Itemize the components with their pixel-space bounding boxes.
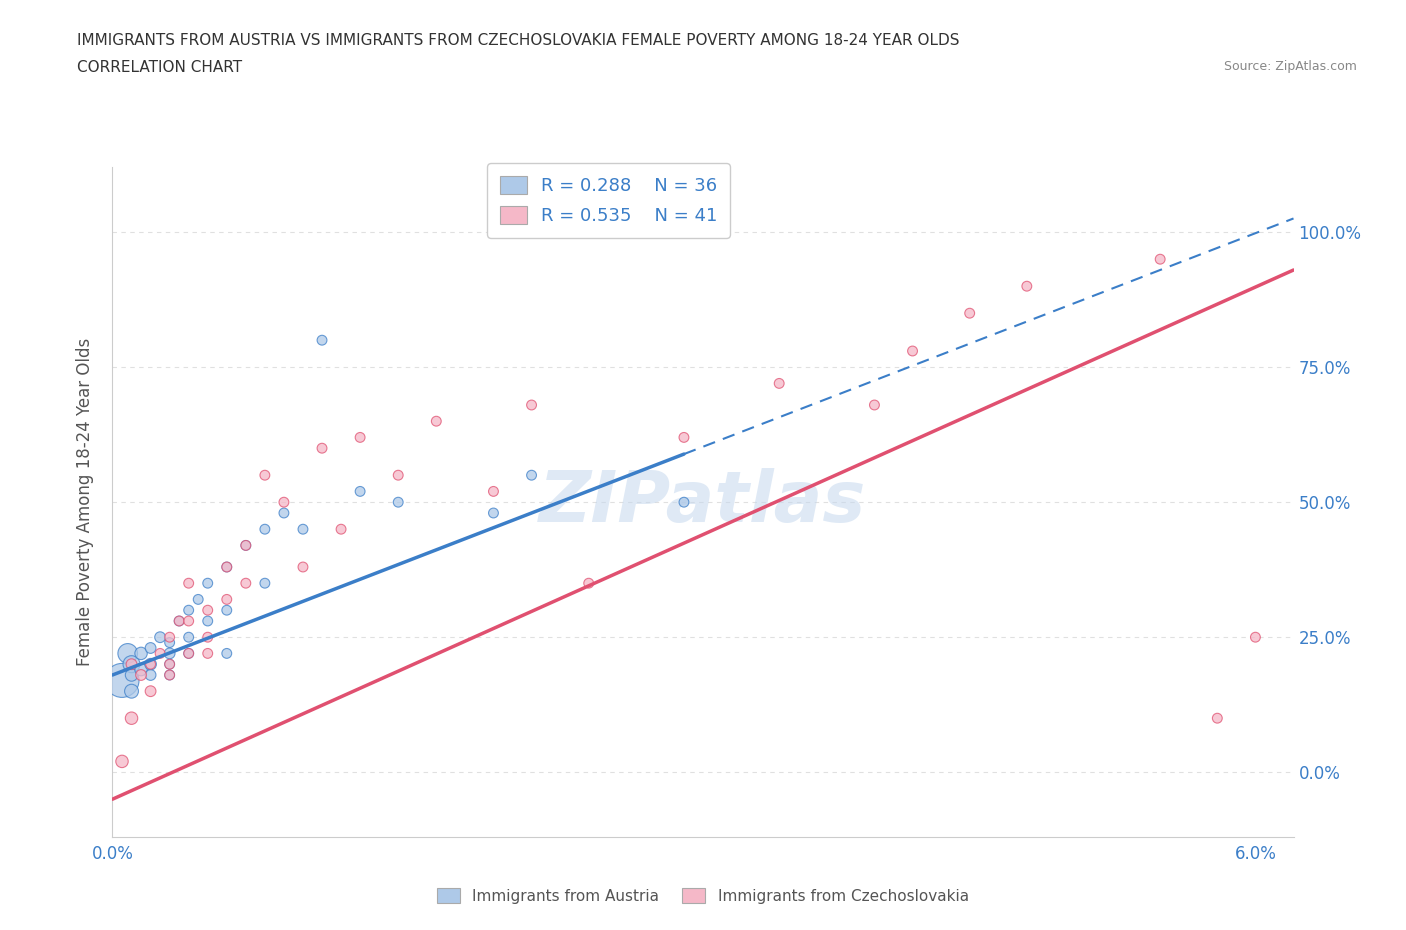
- Point: [111, 673, 134, 688]
- Point: [1015, 279, 1038, 294]
- Point: [149, 646, 172, 661]
- Point: [215, 603, 238, 618]
- Point: [121, 657, 143, 671]
- Point: [197, 630, 219, 644]
- Point: [121, 711, 143, 725]
- Point: [672, 495, 695, 510]
- Point: [187, 592, 209, 607]
- Point: [768, 376, 790, 391]
- Point: [578, 576, 600, 591]
- Point: [139, 668, 162, 683]
- Point: [197, 646, 219, 661]
- Point: [121, 668, 143, 683]
- Point: [197, 603, 219, 618]
- Point: [863, 397, 886, 412]
- Point: [121, 684, 143, 698]
- Point: [215, 560, 238, 575]
- Y-axis label: Female Poverty Among 18-24 Year Olds: Female Poverty Among 18-24 Year Olds: [76, 339, 94, 666]
- Point: [197, 614, 219, 629]
- Point: [235, 538, 257, 552]
- Point: [482, 506, 505, 521]
- Point: [672, 430, 695, 445]
- Point: [139, 641, 162, 656]
- Point: [291, 522, 314, 537]
- Legend: Immigrants from Austria, Immigrants from Czechoslovakia: Immigrants from Austria, Immigrants from…: [432, 882, 974, 910]
- Point: [349, 484, 371, 498]
- Point: [159, 657, 181, 671]
- Point: [330, 522, 353, 537]
- Point: [177, 576, 200, 591]
- Point: [311, 441, 333, 456]
- Point: [215, 560, 238, 575]
- Point: [520, 468, 543, 483]
- Point: [291, 560, 314, 575]
- Point: [129, 646, 152, 661]
- Point: [177, 603, 200, 618]
- Point: [177, 614, 200, 629]
- Point: [177, 646, 200, 661]
- Point: [273, 495, 295, 510]
- Point: [159, 657, 181, 671]
- Point: [253, 522, 276, 537]
- Point: [959, 306, 981, 321]
- Point: [311, 333, 333, 348]
- Point: [117, 646, 139, 661]
- Point: [111, 754, 134, 769]
- Point: [197, 576, 219, 591]
- Point: [387, 468, 409, 483]
- Text: ZIPatlas: ZIPatlas: [540, 468, 866, 537]
- Point: [177, 646, 200, 661]
- Point: [159, 646, 181, 661]
- Point: [215, 592, 238, 607]
- Point: [139, 657, 162, 671]
- Point: [253, 576, 276, 591]
- Point: [387, 495, 409, 510]
- Point: [159, 630, 181, 644]
- Point: [1149, 252, 1171, 267]
- Point: [129, 668, 152, 683]
- Point: [273, 506, 295, 521]
- Point: [129, 662, 152, 677]
- Point: [139, 684, 162, 698]
- Point: [349, 430, 371, 445]
- Point: [235, 576, 257, 591]
- Point: [167, 614, 190, 629]
- Point: [139, 657, 162, 671]
- Point: [149, 630, 172, 644]
- Point: [520, 397, 543, 412]
- Point: [159, 668, 181, 683]
- Point: [215, 646, 238, 661]
- Point: [1244, 630, 1267, 644]
- Point: [1206, 711, 1229, 725]
- Point: [235, 538, 257, 552]
- Point: [121, 657, 143, 671]
- Point: [253, 468, 276, 483]
- Point: [482, 484, 505, 498]
- Text: Source: ZipAtlas.com: Source: ZipAtlas.com: [1223, 60, 1357, 73]
- Point: [901, 343, 924, 358]
- Point: [425, 414, 447, 429]
- Text: IMMIGRANTS FROM AUSTRIA VS IMMIGRANTS FROM CZECHOSLOVAKIA FEMALE POVERTY AMONG 1: IMMIGRANTS FROM AUSTRIA VS IMMIGRANTS FR…: [77, 33, 960, 47]
- Point: [159, 668, 181, 683]
- Text: CORRELATION CHART: CORRELATION CHART: [77, 60, 242, 75]
- Point: [167, 614, 190, 629]
- Point: [177, 630, 200, 644]
- Point: [159, 635, 181, 650]
